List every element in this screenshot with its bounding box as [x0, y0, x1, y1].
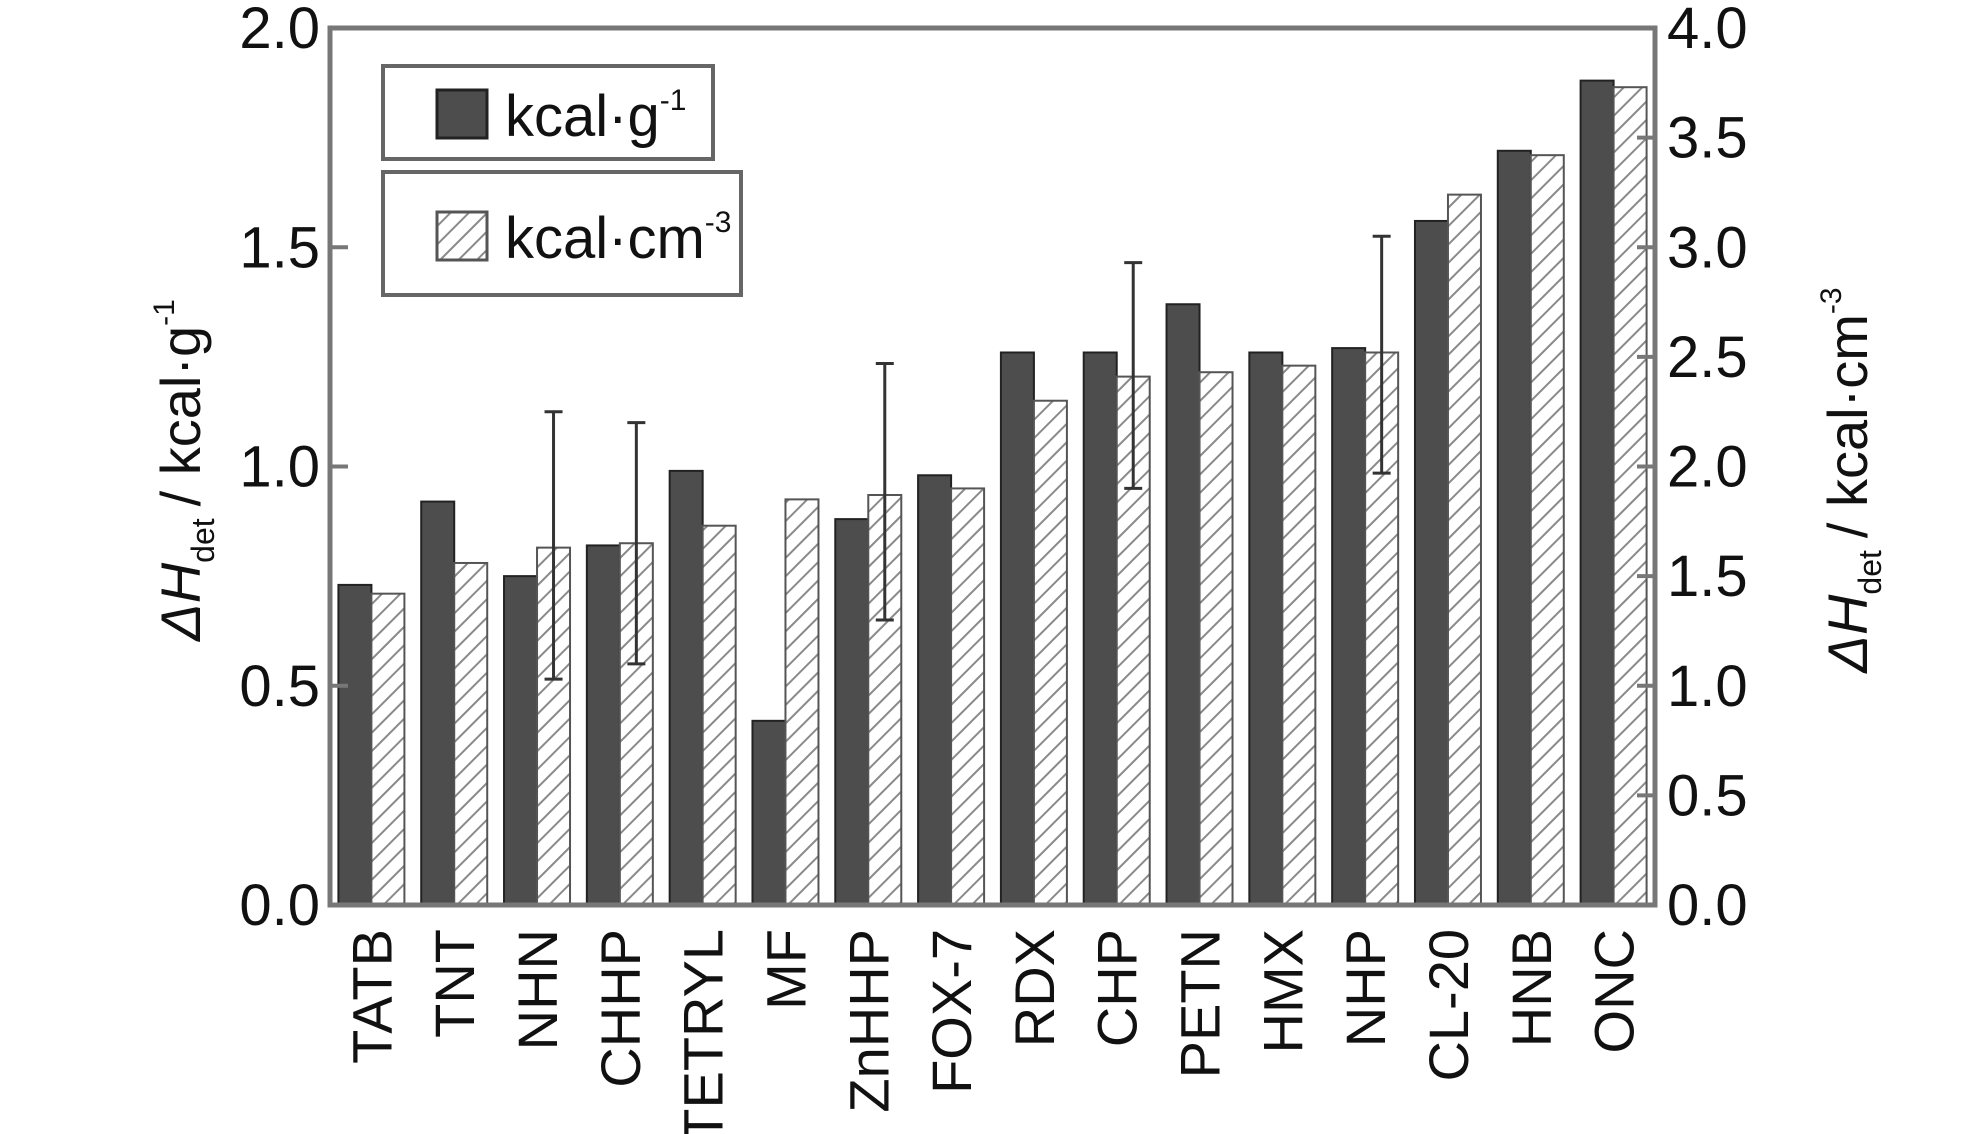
- right-tick-label-0.0: 0.0: [1667, 873, 1748, 938]
- left-tick-label-1.5: 1.5: [239, 215, 320, 280]
- bar-kcal-cm-PETN: [1198, 371, 1234, 907]
- right-tick-label-4.0: 4.0: [1667, 0, 1748, 61]
- bar-kcal-cm-HMX: [1281, 364, 1317, 906]
- category-label-NHP: NHP: [1334, 929, 1397, 1047]
- bar-kcal-g-RDX: [999, 351, 1035, 906]
- category-label-HMX: HMX: [1251, 929, 1314, 1053]
- right-tick-label-0.5: 0.5: [1667, 763, 1748, 828]
- left-tick-label-0.0: 0.0: [239, 873, 320, 938]
- category-label-CHHP: CHHP: [589, 929, 652, 1088]
- bar-kcal-g-TNT: [420, 500, 456, 906]
- category-label-FOX-7: FOX-7: [920, 929, 983, 1094]
- bar-kcal-g-CHP: [1082, 351, 1118, 906]
- category-label-HNB: HNB: [1500, 929, 1563, 1047]
- left-tick-label-1.0: 1.0: [239, 435, 320, 500]
- category-label-MF: MF: [754, 929, 817, 1010]
- right-tick-label-2.5: 2.5: [1667, 325, 1748, 390]
- right-tick-label-1.0: 1.0: [1667, 654, 1748, 719]
- error-bars-group: [544, 234, 1391, 681]
- bar-kcal-cm-MF: [784, 498, 820, 906]
- category-label-TATB: TATB: [340, 929, 403, 1064]
- category-label-RDX: RDX: [1003, 929, 1066, 1047]
- bar-kcal-g-HNB: [1496, 149, 1532, 906]
- legend-label-cm: kcal·cm-3: [505, 206, 731, 271]
- bar-kcal-g-NHP: [1331, 347, 1367, 907]
- left-tick-label-0.5: 0.5: [239, 654, 320, 719]
- bar-kcal-cm-RDX: [1032, 399, 1068, 906]
- bar-kcal-cm-FOX-7: [950, 487, 986, 906]
- bar-kcal-g-MF: [751, 719, 787, 907]
- bars-group: [337, 79, 1648, 907]
- category-label-TNT: TNT: [423, 929, 486, 1038]
- right-axis-label: ΔHdet/ kcal·cm-3: [1815, 287, 1888, 674]
- legend-label-g: kcal·g-1: [505, 84, 686, 149]
- right-tick-label-3.5: 3.5: [1667, 106, 1748, 171]
- bar-kcal-g-TETRYL: [668, 469, 704, 906]
- right-tick-label-2.0: 2.0: [1667, 435, 1748, 500]
- bar-kcal-cm-TETRYL: [701, 524, 737, 906]
- left-axis-label: ΔHdet/ kcal·g-1: [148, 299, 221, 643]
- bar-kcal-cm-TATB: [370, 592, 406, 906]
- legend-swatch-cm: [435, 210, 489, 262]
- bar-kcal-g-FOX-7: [917, 474, 953, 906]
- category-label-CL-20: CL-20: [1417, 929, 1480, 1082]
- category-label-PETN: PETN: [1169, 929, 1232, 1078]
- bar-kcal-g-NHN: [503, 575, 539, 906]
- legend: kcal·g-1 kcal·cm-3: [381, 64, 743, 297]
- bar-kcal-g-ONC: [1579, 79, 1615, 907]
- category-label-NHN: NHN: [506, 929, 569, 1050]
- axes-group: TATB TNT NHN CHHP TETRYL MF ZnHHP FOX-7 RDX CHP PE…: [239, 0, 1747, 1134]
- bar-kcal-cm-ONC: [1612, 86, 1648, 906]
- right-tick-label-1.5: 1.5: [1667, 544, 1748, 609]
- bar-kcal-g-CL-20: [1413, 219, 1449, 906]
- bar-kcal-g-CHHP: [585, 544, 621, 906]
- bar-kcal-g-HMX: [1248, 351, 1284, 906]
- bar-kcal-g-PETN: [1165, 303, 1201, 906]
- bar-kcal-g-TATB: [337, 583, 373, 907]
- category-label-TETRYL: TETRYL: [672, 929, 735, 1134]
- bar-kcal-cm-TNT: [453, 561, 489, 906]
- category-label-ONC: ONC: [1583, 929, 1646, 1053]
- right-tick-label-3.0: 3.0: [1667, 215, 1748, 280]
- bar-kcal-g-ZnHHP: [834, 518, 870, 906]
- left-tick-label-2.0: 2.0: [239, 0, 320, 61]
- bar-kcal-cm-CL-20: [1446, 193, 1482, 906]
- category-label-CHP: CHP: [1086, 929, 1149, 1047]
- legend-swatch-g: [435, 88, 489, 140]
- category-label-ZnHHP: ZnHHP: [837, 929, 900, 1113]
- bar-kcal-cm-HNB: [1529, 154, 1565, 907]
